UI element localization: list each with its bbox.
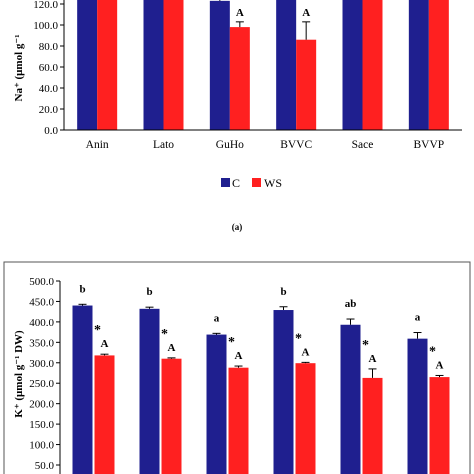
chart-b-frame bbox=[3, 261, 471, 474]
significance-letter-ws: A bbox=[436, 359, 444, 371]
y-tick-label-a: 100.0 bbox=[33, 20, 58, 32]
y-axis-title-b: K⁺ (μmol g⁻¹ DW) bbox=[13, 330, 25, 418]
significance-letter-c: a bbox=[415, 312, 421, 324]
y-tick-label-b: 500.0 bbox=[29, 276, 54, 288]
y-tick-label-a: 0.0 bbox=[44, 125, 58, 137]
significance-star: * bbox=[94, 323, 101, 338]
significance-letter-ws: A bbox=[302, 346, 310, 358]
bar-b-c bbox=[340, 324, 361, 474]
y-tick-label-b: 250.0 bbox=[29, 378, 54, 390]
y-tick-label-b: 50.0 bbox=[35, 460, 55, 472]
legend-label-c: C bbox=[232, 176, 240, 190]
y-tick-label-b: 300.0 bbox=[29, 358, 54, 370]
y-tick-label-a: 60.0 bbox=[39, 62, 59, 74]
significance-star: * bbox=[295, 331, 302, 346]
bar-b-c bbox=[139, 308, 160, 474]
category-label-a: Lato bbox=[153, 139, 174, 151]
legend-swatch-c bbox=[221, 178, 230, 187]
annotation-letter-a: A bbox=[236, 7, 244, 19]
y-tick-label-a: 40.0 bbox=[39, 83, 59, 95]
bar-a-c bbox=[209, 0, 230, 130]
y-tick-label-b: 450.0 bbox=[29, 296, 54, 308]
y-tick-label-b: 350.0 bbox=[29, 337, 54, 349]
legend-swatch-ws bbox=[252, 178, 261, 187]
y-tick-label-b: 100.0 bbox=[29, 440, 54, 452]
bar-a-ws bbox=[229, 27, 250, 131]
bar-b-c bbox=[72, 305, 93, 474]
category-label-a: GuHo bbox=[216, 139, 244, 151]
y-tick-label-b: 200.0 bbox=[29, 399, 54, 411]
bar-a-ws bbox=[97, 0, 118, 130]
significance-letter-ws: A bbox=[168, 342, 176, 354]
bar-b-c bbox=[206, 334, 227, 474]
significance-letter-ws: A bbox=[101, 338, 109, 350]
panel-label-a: (a) bbox=[232, 222, 243, 232]
y-tick-label-a: 120.0 bbox=[33, 0, 58, 11]
y-tick-label-b: 150.0 bbox=[29, 419, 54, 431]
significance-star: * bbox=[161, 327, 168, 342]
bar-a-ws bbox=[428, 0, 449, 130]
annotation-letter-a: A bbox=[302, 7, 310, 19]
bar-b-c bbox=[273, 310, 294, 474]
bar-a-ws bbox=[163, 0, 184, 130]
category-label-a: Anin bbox=[86, 139, 109, 151]
legend-label-ws: WS bbox=[264, 176, 282, 190]
bar-a-c bbox=[143, 0, 164, 130]
bar-a-c bbox=[408, 0, 429, 130]
bar-a-ws bbox=[296, 39, 317, 131]
significance-letter-ws: A bbox=[369, 353, 377, 365]
significance-star: * bbox=[228, 335, 235, 350]
bar-b-ws bbox=[228, 367, 249, 474]
significance-letter-c: b bbox=[280, 286, 286, 298]
significance-star: * bbox=[429, 344, 436, 359]
significance-letter-c: b bbox=[79, 283, 85, 295]
y-axis-title-a: Na⁺ (μmol g⁻¹ bbox=[13, 35, 25, 102]
significance-letter-c: a bbox=[214, 312, 220, 324]
bar-b-ws bbox=[295, 363, 316, 474]
bar-b-ws bbox=[94, 355, 115, 474]
category-label-a: BVVC bbox=[280, 139, 312, 151]
category-label-a: BVVP bbox=[413, 139, 444, 151]
bar-a-ws bbox=[362, 0, 383, 130]
bar-b-ws bbox=[161, 358, 182, 474]
significance-letter-c: ab bbox=[345, 298, 357, 310]
bar-a-c bbox=[77, 0, 98, 130]
bar-a-c bbox=[342, 0, 363, 130]
bar-b-ws bbox=[362, 377, 383, 474]
bar-a-c bbox=[276, 0, 297, 130]
category-label-a: Sace bbox=[352, 139, 374, 151]
significance-star: * bbox=[362, 338, 369, 353]
y-tick-label-a: 80.0 bbox=[39, 41, 59, 53]
y-tick-label-a: 20.0 bbox=[39, 104, 59, 116]
significance-letter-ws: A bbox=[235, 350, 243, 362]
bar-b-c bbox=[407, 338, 428, 474]
y-tick-label-b: 400.0 bbox=[29, 317, 54, 329]
bar-b-ws bbox=[429, 377, 450, 474]
significance-letter-c: b bbox=[146, 286, 152, 298]
